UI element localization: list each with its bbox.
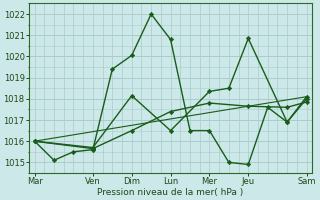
X-axis label: Pression niveau de la mer( hPa ): Pression niveau de la mer( hPa ): [98, 188, 244, 197]
